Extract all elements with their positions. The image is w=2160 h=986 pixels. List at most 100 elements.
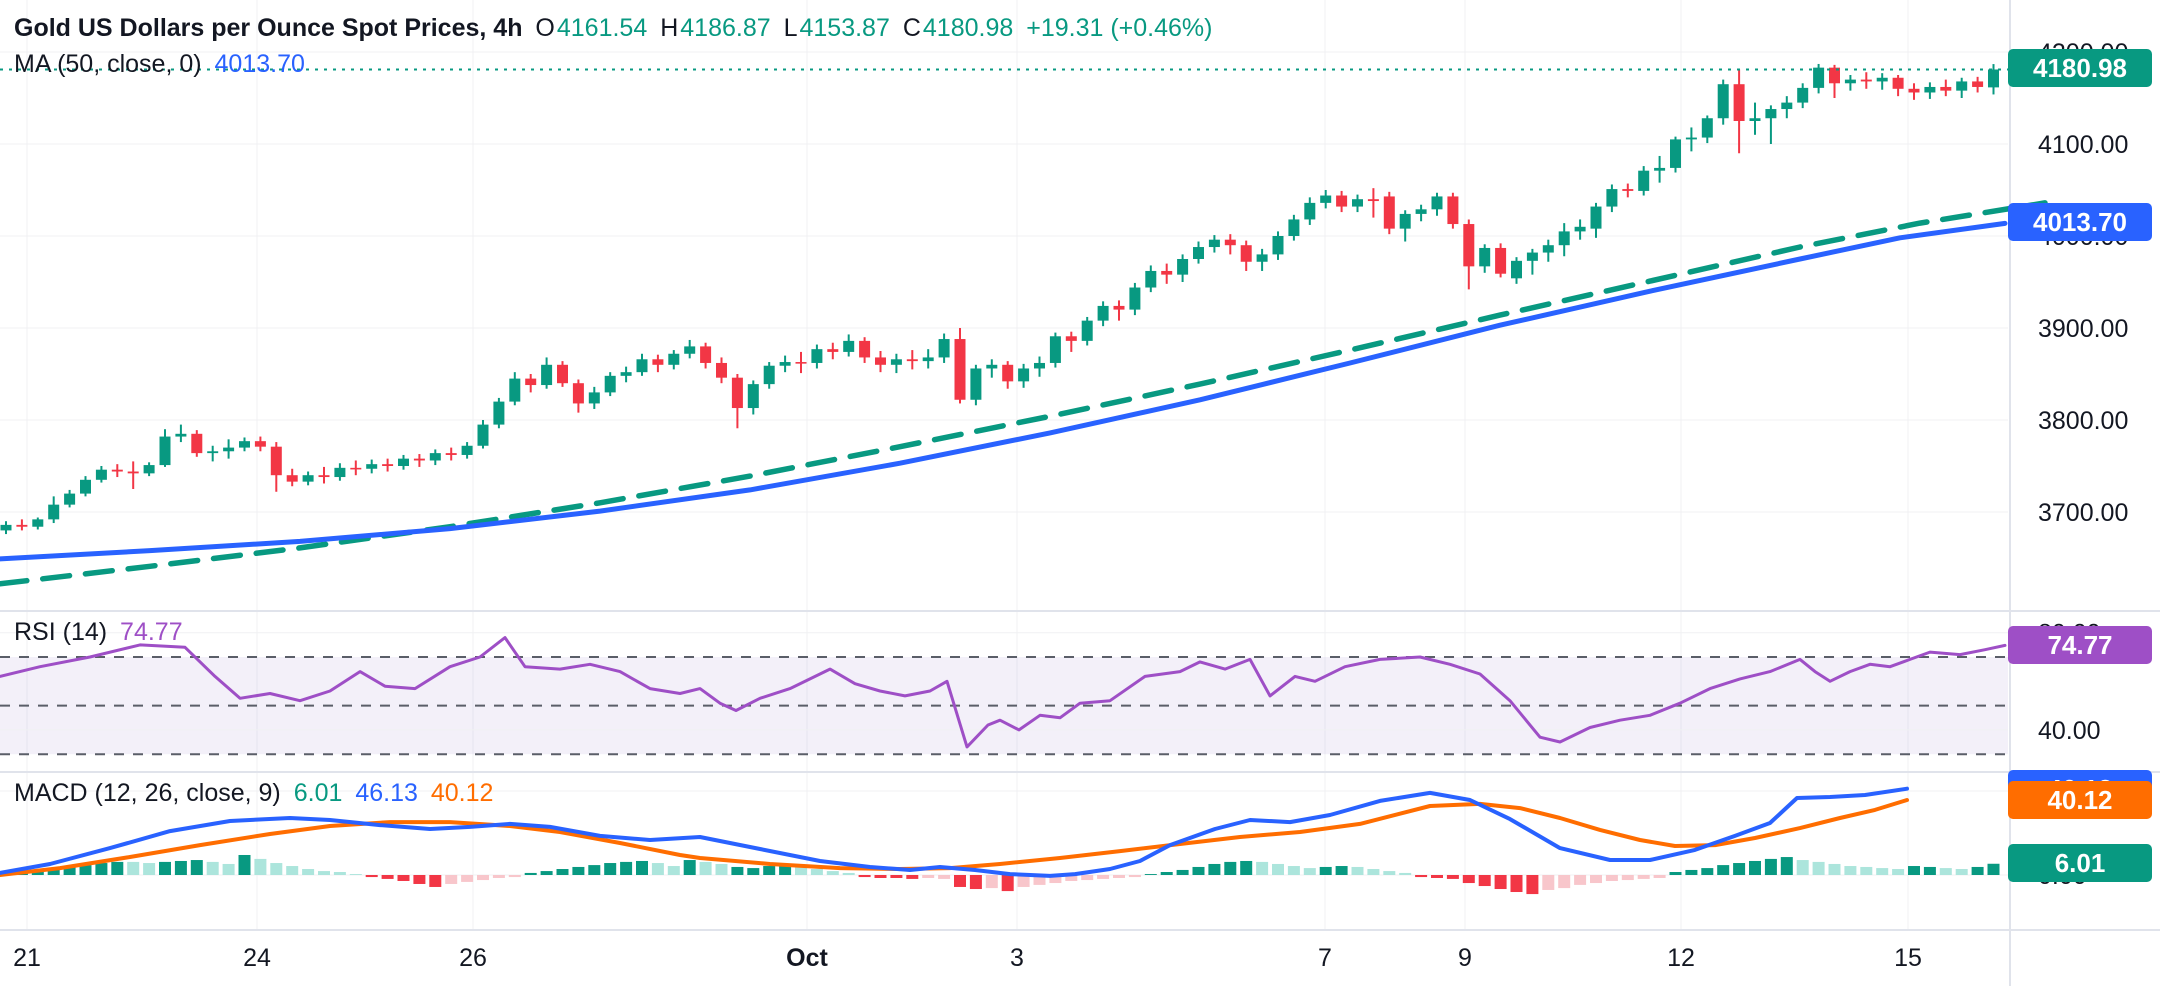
candle-body: [1352, 199, 1363, 207]
rsi-legend[interactable]: RSI (14) 74.77: [14, 618, 189, 647]
macd-histogram-bar: [1065, 875, 1078, 881]
candle-body: [270, 446, 282, 476]
rsi-axis-label: 40.00: [2038, 717, 2101, 745]
candle-body: [1224, 239, 1236, 246]
candle-body: [970, 368, 982, 400]
candle-body: [16, 524, 28, 527]
symbol-legend[interactable]: Gold US Dollars per Ounce Spot Prices, 4…: [14, 14, 1218, 43]
candle-body: [572, 383, 584, 404]
candle-body: [604, 375, 616, 393]
macd-histogram-bar: [1701, 868, 1714, 875]
macd-histogram-bar: [206, 861, 219, 875]
ma-legend[interactable]: MA (50, close, 0) 4013.70: [14, 50, 311, 79]
macd-histogram-bar: [1097, 875, 1110, 879]
candle-body: [318, 475, 330, 478]
macd-histogram-bar: [1383, 871, 1396, 875]
macd-hist-badge: 6.01: [2008, 844, 2152, 882]
candle-body: [1113, 305, 1125, 310]
candle-body: [254, 441, 266, 447]
macd-histogram-bar: [699, 861, 712, 875]
candle-body: [366, 464, 378, 469]
time-axis-label: 9: [1458, 944, 1472, 972]
macd-histogram-bar: [79, 865, 92, 875]
macd-histogram-bar: [1272, 863, 1284, 875]
time-axis-label: 7: [1318, 944, 1332, 972]
candle-body: [684, 346, 696, 354]
candle-body: [398, 458, 409, 466]
candle-body: [811, 349, 823, 363]
macd-histogram-bar: [858, 875, 871, 878]
macd-legend[interactable]: MACD (12, 26, close, 9) 6.01 46.13 40.12: [14, 779, 499, 808]
macd-histogram-bar: [1240, 860, 1253, 875]
macd-histogram-bar: [874, 875, 887, 878]
macd-histogram-bar: [1176, 869, 1189, 875]
candle-body: [191, 433, 203, 454]
candle-body: [620, 372, 632, 376]
candle-body: [80, 479, 91, 494]
candle-body: [1399, 213, 1411, 229]
macd-histogram-bar: [1908, 866, 1920, 875]
macd-histogram-bar: [143, 863, 156, 875]
candle-body: [1876, 77, 1888, 82]
candle-body: [1145, 270, 1157, 288]
candle-body: [1670, 139, 1681, 168]
macd-histogram-bar: [1923, 866, 1936, 875]
macd-histogram-bar: [1113, 875, 1125, 878]
macd-histogram-bar: [445, 875, 458, 884]
candle-body: [143, 465, 155, 474]
macd-histogram-bar: [1415, 875, 1428, 878]
macd-histogram-bar: [127, 861, 140, 875]
macd-histogram-bar: [1828, 863, 1841, 875]
open-value: 4161.54: [556, 14, 648, 42]
macd-histogram-bar: [1160, 872, 1173, 875]
candle-body: [493, 401, 505, 425]
candle-body: [239, 441, 250, 448]
candle-body: [986, 364, 998, 369]
candle-body: [1558, 231, 1570, 246]
ma-label: MA (50, close, 0): [14, 50, 202, 78]
candle-body: [1526, 252, 1538, 261]
candle-body: [1049, 336, 1061, 363]
candle-body: [1288, 219, 1300, 236]
macd-histogram-bar: [1685, 869, 1698, 875]
macd-histogram-bar: [810, 869, 823, 875]
price-axis-label: 3900.00: [2038, 315, 2128, 343]
macd-histogram-bar: [222, 863, 235, 875]
macd-histogram-bar: [270, 863, 283, 875]
candle-body: [716, 362, 727, 378]
macd-histogram-bar: [1574, 875, 1587, 885]
macd-histogram-bar: [1399, 872, 1412, 875]
macd-histogram-bar: [1812, 861, 1825, 875]
macd-histogram-bar: [604, 863, 617, 875]
macd-label: MACD (12, 26, close, 9): [14, 779, 281, 807]
macd-histogram-bar: [556, 869, 569, 875]
rsi-value-badge: 74.77: [2008, 626, 2152, 664]
macd-histogram-bar: [588, 865, 601, 875]
candle-body: [557, 364, 568, 384]
candle-body: [509, 378, 521, 402]
macd-histogram-bar: [1590, 875, 1602, 884]
candle-body: [413, 458, 425, 461]
macd-signal-value: 40.12: [430, 779, 494, 807]
candle-body: [1065, 336, 1077, 341]
candle-body: [1097, 305, 1109, 321]
candle-body: [1256, 254, 1268, 262]
change-value: +19.31 (+0.46%): [1026, 14, 1213, 42]
macd-histogram-bar: [190, 860, 203, 875]
candle-body: [779, 362, 791, 366]
price-axis-label: 4100.00: [2038, 131, 2128, 159]
macd-histogram-bar: [1637, 875, 1650, 879]
macd-histogram-bar: [1717, 865, 1730, 875]
candle-body: [1924, 86, 1936, 93]
time-axis-label: 21: [13, 944, 41, 972]
candle-body: [1638, 170, 1650, 191]
macd-signal-badge: 40.12: [2008, 781, 2152, 819]
macd-histogram-bar: [1542, 875, 1555, 890]
candle-body: [1304, 202, 1316, 220]
candle-body: [588, 392, 600, 404]
last-price-badge: 4180.98: [2008, 49, 2152, 87]
candle-body: [1685, 137, 1697, 140]
macd-histogram-bar: [1749, 860, 1761, 875]
